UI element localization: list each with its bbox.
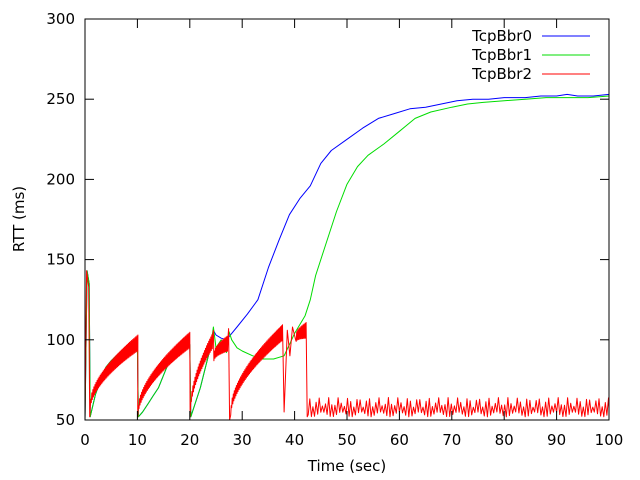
x-tick-label: 80 [495,431,514,449]
y-axis-title: RTT (ms) [10,186,28,252]
legend-label-tcpbbr2: TcpBbr2 [471,65,532,83]
x-tick-label: 0 [80,431,90,449]
x-tick-label: 50 [337,431,356,449]
y-tick-label: 150 [46,251,75,269]
x-tick-label: 30 [233,431,252,449]
x-tick-label: 40 [285,431,304,449]
x-tick-label: 70 [442,431,461,449]
x-tick-label: 90 [547,431,566,449]
y-tick-label: 200 [46,170,75,188]
plot-frame [84,18,610,421]
x-tick-label: 10 [128,431,147,449]
x-tick-label: 20 [180,431,199,449]
x-tick-label: 100 [595,431,624,449]
x-tick-label: 60 [390,431,409,449]
x-axis-title: Time (sec) [307,457,386,475]
legend-label-tcpbbr1: TcpBbr1 [471,46,532,64]
legend-label-tcpbbr0: TcpBbr0 [471,27,532,45]
axis-tick-labels: 0 10 20 30 40 50 60 70 80 90 100 50 100 150 200 250 300 [46,10,623,449]
series-line-tcpbbr2 [84,270,610,421]
y-tick-label: 50 [56,411,75,429]
plot-series [84,93,610,421]
y-tick-label: 100 [46,331,75,349]
y-tick-label: 300 [46,10,75,28]
y-tick-label: 250 [46,90,75,108]
legend: TcpBbr0 TcpBbr1 TcpBbr2 [471,27,590,83]
